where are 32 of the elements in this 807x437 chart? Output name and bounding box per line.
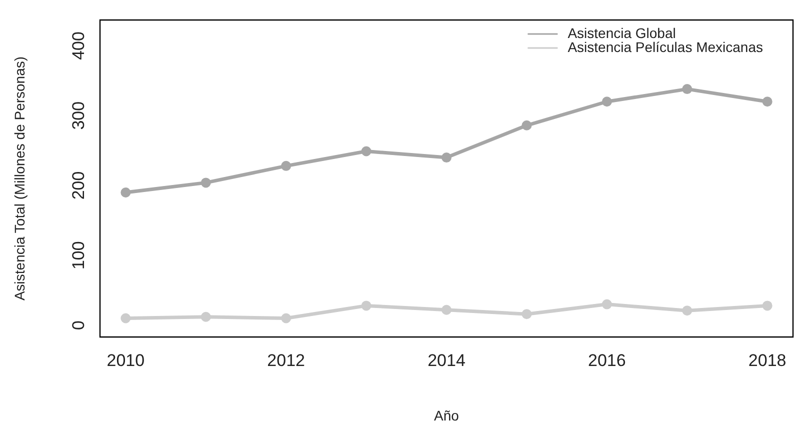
point [762, 96, 772, 107]
point [200, 312, 211, 322]
point [602, 299, 612, 310]
point [200, 178, 211, 188]
point [120, 187, 131, 198]
legend-label: Asistencia Global [568, 24, 676, 41]
y-tick-label: 300 [69, 101, 88, 130]
y-tick-label: 100 [69, 241, 88, 270]
point [682, 84, 692, 94]
x-tick-label: 2018 [748, 350, 786, 370]
point [361, 146, 372, 156]
x-tick-label: 2010 [106, 350, 145, 370]
point [522, 120, 532, 130]
point [281, 160, 292, 171]
y-tick-label: 200 [69, 171, 88, 200]
y-tick-label: 0 [69, 320, 88, 330]
x-axis-title: Año [434, 407, 460, 424]
point [682, 306, 692, 316]
point [442, 304, 452, 315]
x-tick-label: 2014 [428, 350, 466, 370]
point [120, 313, 131, 324]
legend-label: Asistencia Películas Mexicanas [568, 38, 764, 55]
point [361, 300, 372, 311]
y-axis-title: Asistencia Total (Millones de Personas) [11, 56, 28, 301]
x-tick-label: 2016 [588, 350, 626, 370]
point [602, 96, 612, 107]
x-tick-label: 2012 [267, 350, 305, 370]
point [762, 300, 772, 311]
y-tick-label: 400 [69, 32, 88, 60]
point [522, 309, 532, 320]
point [442, 152, 452, 163]
point [281, 313, 292, 324]
